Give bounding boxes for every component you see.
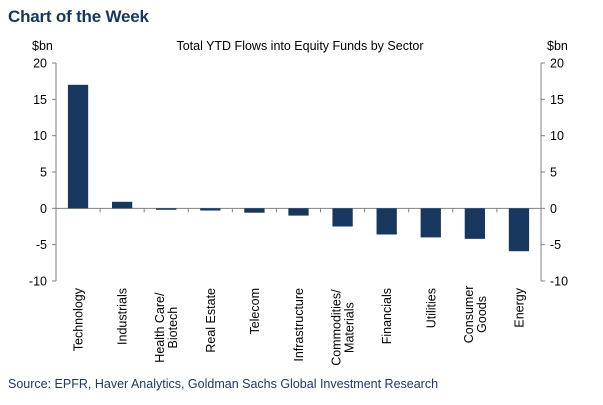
y-axis-right-unit: $bn — [547, 39, 568, 53]
bar — [288, 208, 309, 216]
y-tick-label-left: 20 — [33, 57, 47, 71]
bar — [332, 208, 353, 227]
x-category-label: Health Care/Biotech — [153, 292, 180, 363]
y-tick-label-left: 5 — [40, 166, 47, 180]
bars-layer — [67, 84, 530, 252]
bar — [376, 208, 397, 235]
x-category-label: Telecom — [248, 288, 262, 335]
x-category-label: Infrastructure — [292, 288, 306, 362]
y-tick-label-left: -10 — [29, 275, 47, 289]
chart-header: Chart of the Week — [8, 7, 149, 26]
y-tick-label-right: 10 — [550, 129, 564, 143]
y-tick-label-left: 10 — [33, 129, 47, 143]
y-tick-label-right: 20 — [550, 57, 564, 71]
y-tick-label-right: 5 — [550, 166, 557, 180]
y-tick-label-right: 15 — [550, 93, 564, 107]
bar — [156, 208, 177, 210]
bar — [111, 201, 133, 209]
labels-layer: -10 -10 -5 -5 0 0 5 5 10 10 15 15 20 20 Technology Indu… — [29, 57, 568, 366]
bar — [464, 208, 486, 239]
x-category-label: Financials — [380, 288, 394, 344]
x-category-label: Utilities — [424, 288, 438, 328]
bar — [67, 84, 89, 209]
y-tick-label-right: -10 — [550, 275, 568, 289]
x-category-label: Real Estate — [204, 288, 218, 353]
source-note: Source: EPFR, Haver Analytics, Goldman S… — [8, 377, 439, 391]
y-tick-label-right: 0 — [550, 202, 557, 216]
y-tick-label-left: 0 — [40, 202, 47, 216]
y-axis-left-unit: $bn — [32, 39, 53, 53]
x-category-label: Technology — [72, 287, 86, 351]
bar — [244, 208, 265, 213]
axes-layer — [52, 62, 545, 282]
bar — [508, 208, 530, 252]
x-category-label: Commodities/Materials — [330, 289, 357, 366]
y-tick-label-left: -5 — [36, 238, 47, 252]
chart-title: Total YTD Flows into Equity Funds by Sec… — [176, 39, 423, 53]
bar — [200, 208, 221, 211]
y-tick-label-left: 15 — [33, 93, 47, 107]
x-category-label: ConsumerGoods — [462, 286, 489, 344]
x-category-label: Industrials — [116, 288, 130, 345]
x-category-label: Energy — [512, 287, 526, 327]
bar — [420, 208, 441, 238]
y-tick-label-right: -5 — [550, 238, 561, 252]
